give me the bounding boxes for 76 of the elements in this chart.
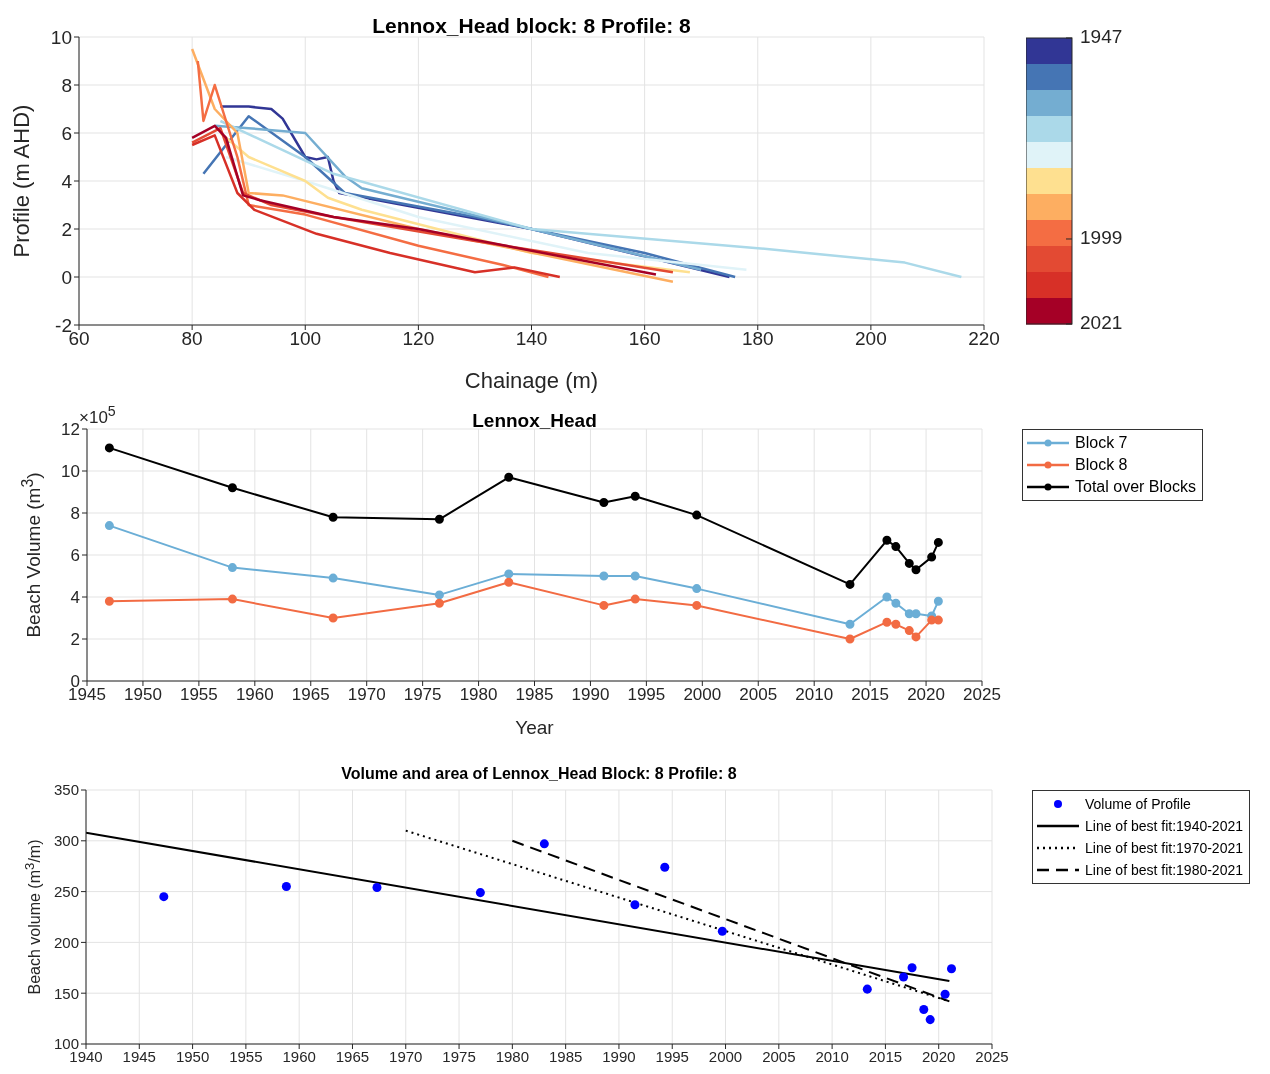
x-tick-label: 1955 <box>179 685 218 705</box>
x-tick-label: 2015 <box>851 685 890 705</box>
color-bar-label: 1947 <box>1080 26 1123 48</box>
legend-label: Line of best fit:1970-2021 <box>1085 840 1244 856</box>
x-tick-label: 180 <box>741 328 774 350</box>
x-tick-label: 1995 <box>655 1047 689 1065</box>
legend-label: Block 8 <box>1075 456 1128 474</box>
x-tick-label: 1950 <box>124 685 162 705</box>
legend-label: Line of best fit:1940-2021 <box>1085 818 1244 834</box>
y-tick-label: 4 <box>70 588 80 608</box>
x-tick-label: 2000 <box>708 1047 743 1065</box>
y-tick-label: 4 <box>61 170 73 192</box>
x-axis-title: Chainage (m) <box>463 368 600 394</box>
x-axis-title: Year <box>514 717 555 739</box>
x-tick-label: 1950 <box>175 1047 210 1065</box>
x-tick-label: 1960 <box>235 685 274 705</box>
x-tick-label: 2005 <box>739 685 778 705</box>
x-tick-label: 2025 <box>975 1047 1009 1065</box>
y-tick-label: 100 <box>53 1035 79 1053</box>
color-bar-label: 1999 <box>1080 226 1123 248</box>
x-tick-label: 2005 <box>762 1047 796 1065</box>
y-tick-label: 150 <box>53 984 79 1002</box>
legend-label: Volume of Profile <box>1085 796 1191 812</box>
x-tick-label: 1975 <box>442 1047 476 1065</box>
x-tick-label: 1980 <box>459 685 498 705</box>
x-tick-label: 2010 <box>815 1047 849 1065</box>
x-tick-label: 1960 <box>282 1047 316 1065</box>
x-tick-label: 1975 <box>403 685 442 705</box>
x-tick-label: 1980 <box>495 1047 530 1065</box>
x-tick-label: 100 <box>289 328 322 350</box>
x-tick-label: 1985 <box>515 685 554 705</box>
y-tick-label: 12 <box>61 420 80 440</box>
x-tick-label: 220 <box>968 328 1000 350</box>
x-tick-label: 80 <box>181 328 203 350</box>
x-tick-label: 2010 <box>795 685 834 705</box>
x-tick-label: 200 <box>855 328 887 350</box>
y-tick-label: 300 <box>53 832 79 850</box>
x-tick-label: 1985 <box>548 1047 583 1065</box>
x-tick-label: 2000 <box>683 685 722 705</box>
x-tick-label: 1990 <box>602 1047 636 1065</box>
y-tick-label: 8 <box>70 504 80 524</box>
y-tick-label: 250 <box>53 882 79 900</box>
y-tick-label: 2 <box>70 630 80 650</box>
chart-title: Lennox_Head <box>472 410 597 431</box>
y-tick-label: 350 <box>53 781 79 799</box>
x-tick-label: 1995 <box>627 685 666 705</box>
y-tick-label: 10 <box>61 462 80 482</box>
text: ×10$^{5}$ <box>79 403 116 428</box>
y-tick-label: 0 <box>61 266 72 288</box>
y-tick-label: 8 <box>61 74 72 96</box>
x-tick-label: 1970 <box>347 685 386 705</box>
x-tick-label: 120 <box>402 328 435 350</box>
legend-label: Total over Blocks <box>1075 478 1196 496</box>
x-tick-label: 1965 <box>291 685 330 705</box>
y-tick-label: 10 <box>50 26 72 48</box>
x-tick-label: 1965 <box>335 1047 370 1065</box>
y-tick-label: 6 <box>61 122 72 144</box>
x-tick-label: 2015 <box>868 1047 903 1065</box>
color-bar-label: 2021 <box>1080 312 1123 334</box>
y-tick-label: 200 <box>53 933 79 951</box>
x-tick-label: 2020 <box>922 1047 956 1065</box>
x-tick-label: 140 <box>515 328 548 350</box>
y-tick-label: 6 <box>70 546 80 566</box>
chart-title: Volume and area of Lennox_Head Block: 8 Profile: 8 <box>340 765 738 783</box>
chart-title: Lennox_Head block: 8 Profile: 8 <box>371 14 692 38</box>
legend-label: Line of best fit:1980-2021 <box>1085 862 1244 878</box>
x-tick-label: 2020 <box>907 685 945 705</box>
x-tick-label: 2025 <box>963 685 1001 705</box>
x-tick-label: 160 <box>628 328 661 350</box>
x-tick-label: 1955 <box>229 1047 263 1065</box>
legend-label: Block 7 <box>1075 434 1128 452</box>
x-tick-label: 1970 <box>389 1047 423 1065</box>
y-tick-label: 2 <box>61 218 72 240</box>
x-tick-label: 1990 <box>571 685 610 705</box>
x-tick-label: 1945 <box>122 1047 156 1065</box>
y-axis-title: Profile (m AHD) <box>9 104 35 258</box>
